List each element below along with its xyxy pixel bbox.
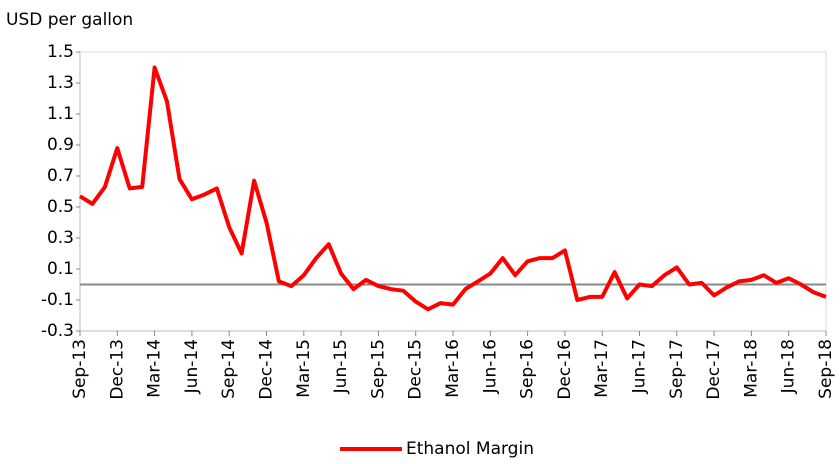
- y-tick-label: 1.3: [47, 73, 74, 93]
- y-tick-label: 0.5: [47, 197, 74, 217]
- x-tick-label: Jun-16: [480, 339, 500, 394]
- x-tick-label: Mar-15: [294, 339, 314, 398]
- x-tick-label: Dec-13: [107, 339, 127, 400]
- y-tick-label: 1.5: [47, 42, 74, 62]
- x-tick-label: Jun-18: [779, 339, 799, 394]
- x-tick-label: Jun-17: [630, 339, 650, 394]
- y-axis-title: USD per gallon: [6, 10, 133, 30]
- x-tick-label: Sep-16: [518, 339, 538, 399]
- x-tick-label: Sep-14: [219, 339, 239, 399]
- y-tick-label: 0.1: [47, 259, 74, 279]
- y-tick-label: 0.9: [47, 135, 74, 155]
- x-tick-label: Dec-17: [704, 339, 724, 400]
- data-line: [78, 65, 827, 312]
- y-tick-label: 0.7: [47, 166, 74, 186]
- y-tick-label: -0.1: [41, 290, 74, 310]
- x-tick-label: Jun-15: [331, 339, 351, 394]
- x-tick-label: Dec-14: [257, 339, 277, 400]
- x-tick-label: Mar-14: [145, 339, 165, 398]
- x-tick-label: Mar-17: [592, 339, 612, 398]
- x-tick-label: Dec-16: [555, 339, 575, 400]
- legend-label: Ethanol Margin: [406, 439, 534, 459]
- x-tick-label: Sep-13: [70, 339, 90, 399]
- y-tick-label: -0.3: [41, 321, 74, 341]
- x-tick-label: Sep-17: [667, 339, 687, 399]
- x-tick-label: Sep-18: [816, 339, 836, 399]
- y-tick-label: 1.1: [47, 104, 74, 124]
- x-tick-label: Sep-15: [368, 339, 388, 399]
- x-tick-label: Dec-15: [406, 339, 426, 400]
- x-tick-label: Mar-16: [443, 339, 463, 398]
- x-tick-label: Mar-18: [741, 339, 761, 398]
- x-tick-label: Jun-14: [182, 339, 202, 394]
- y-tick-label: 0.3: [47, 228, 74, 248]
